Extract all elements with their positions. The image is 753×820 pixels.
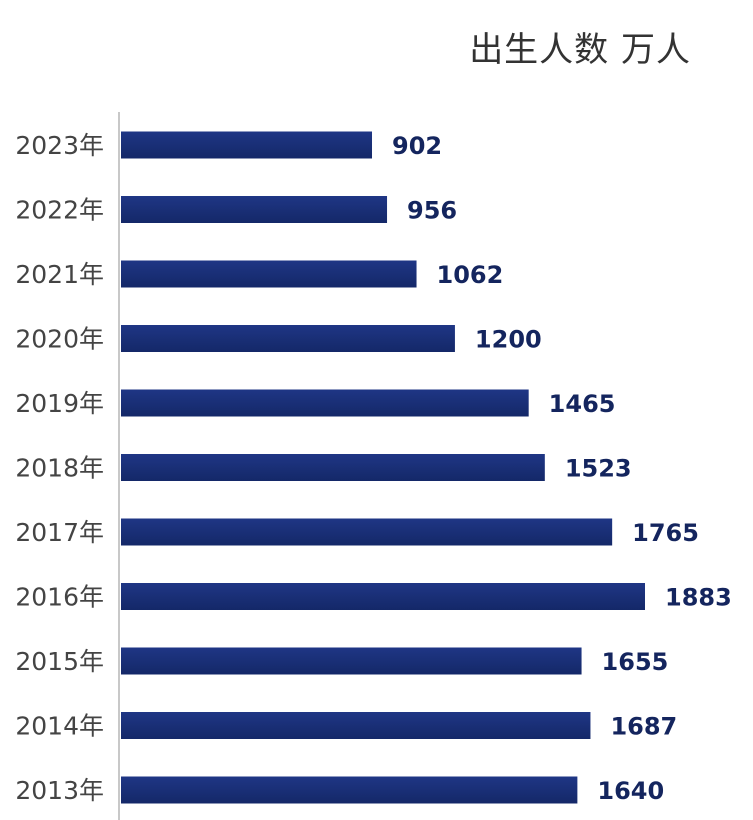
bar-value-label: 1655: [602, 648, 669, 676]
chart-title: 出生人数 万人: [469, 30, 691, 70]
category-tick-label: 2022年: [15, 196, 104, 225]
bar-value-label: 1523: [565, 455, 632, 483]
bar-value-label: 1765: [632, 519, 699, 547]
bar: [121, 583, 645, 610]
bar: [121, 389, 529, 417]
category-tick-label: 2020年: [15, 325, 104, 354]
bar: [121, 131, 373, 159]
bar: [121, 325, 455, 352]
bar: [121, 454, 545, 481]
bar: [121, 518, 613, 546]
bar: [121, 647, 582, 675]
bar-value-label: 902: [392, 132, 442, 160]
bar-value-label: 1200: [475, 326, 542, 354]
category-tick-label: 2021年: [15, 260, 104, 289]
bar-value-label: 1883: [665, 584, 732, 612]
category-tick-label: 2013年: [15, 776, 104, 805]
category-tick-label: 2015年: [15, 647, 104, 676]
bar-value-label: 1465: [549, 390, 616, 418]
bar-value-label: 1687: [610, 713, 677, 741]
category-tick-label: 2016年: [15, 583, 104, 612]
bar-value-label: 956: [407, 197, 457, 225]
bar-value-label: 1062: [437, 261, 504, 289]
category-tick-label: 2023年: [15, 131, 104, 160]
bar: [121, 776, 578, 804]
category-tick-label: 2017年: [15, 518, 104, 547]
bar: [121, 196, 388, 223]
category-tick-label: 2014年: [15, 712, 104, 741]
category-tick-label: 2018年: [15, 454, 104, 483]
bar: [121, 712, 591, 739]
category-tick-label: 2019年: [15, 389, 104, 418]
bar: [121, 260, 417, 288]
bar-value-label: 1640: [597, 777, 664, 805]
